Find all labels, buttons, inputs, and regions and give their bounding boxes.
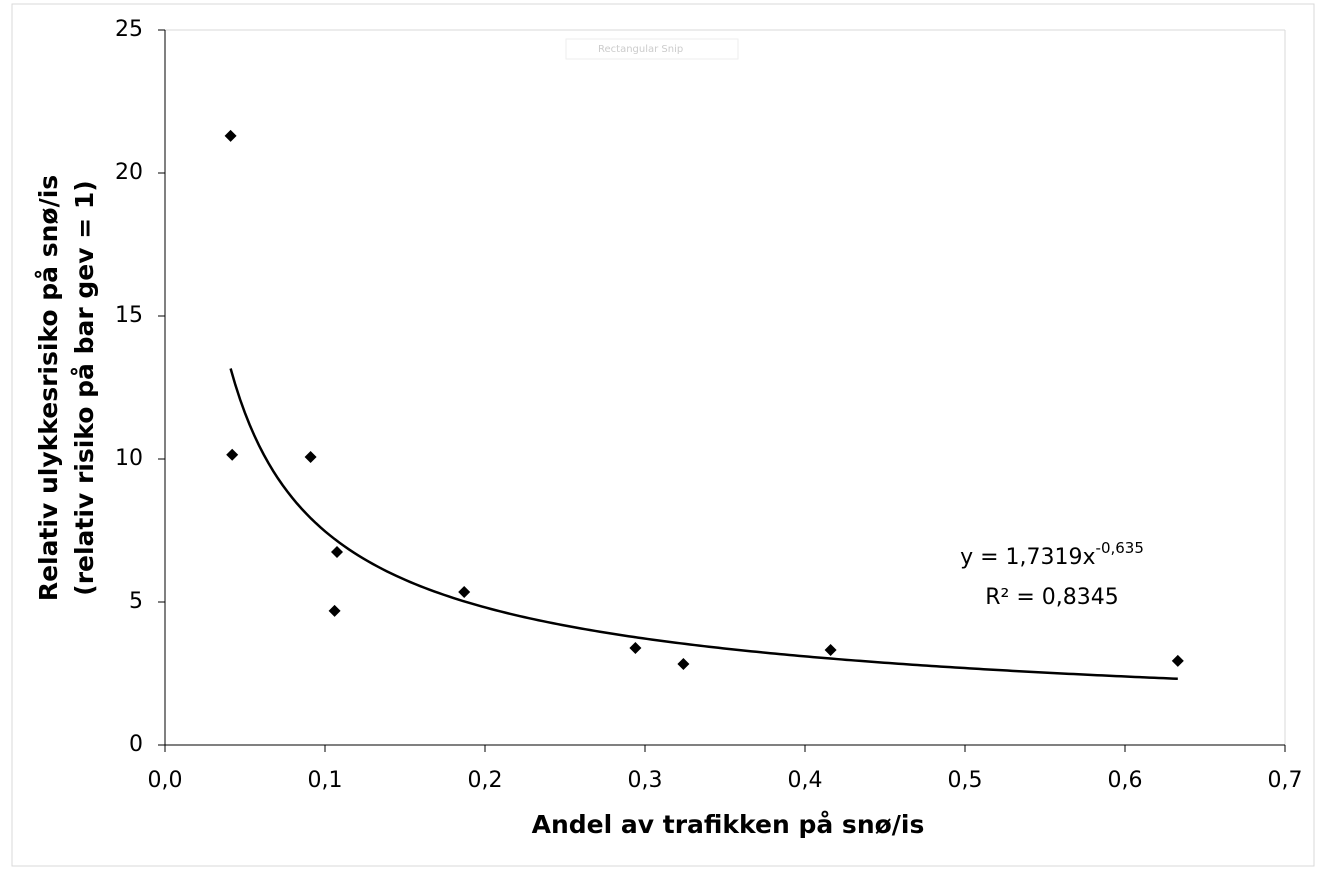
point: [304, 450, 317, 463]
y-tick-label: 10: [115, 446, 143, 471]
point: [824, 644, 837, 657]
x-axis-label: Andel av trafikken på snø/is: [532, 810, 925, 839]
y-axis-label: Relativ ulykkesrisiko på snø/is: [34, 175, 63, 601]
snip-overlay: [565, 38, 739, 60]
point: [629, 642, 642, 655]
y-axis-label: (relativ risiko på bar gev = 1): [70, 180, 99, 595]
point: [677, 658, 690, 671]
trendline: [229, 368, 1178, 681]
x-tick-label: 0,3: [628, 768, 663, 793]
x-tick-label: 0,6: [1108, 768, 1143, 793]
x-tick-label: 0,2: [468, 768, 503, 793]
trend-equation-base: y = 1,7319x: [960, 545, 1095, 570]
x-tick-label: 0,1: [308, 768, 343, 793]
trend-r2: R² = 0,8345: [985, 585, 1119, 610]
point: [331, 545, 343, 558]
point: [226, 448, 239, 461]
point: [224, 129, 237, 142]
x-tick-label: 0,7: [1268, 768, 1303, 793]
x-tick-label: 0,0: [148, 768, 183, 793]
x-tick-label: 0,5: [948, 768, 983, 793]
x-tick-label: 0,4: [788, 768, 823, 793]
y-tick-label: 15: [115, 303, 143, 328]
snip-text: Rectangular Snip: [598, 44, 683, 55]
y-tick-label: 5: [129, 589, 143, 614]
chart-frame: [11, 3, 1315, 867]
point: [328, 604, 341, 617]
y-tick-label: 25: [115, 17, 143, 42]
trend-equation: y = 1,7319x-0,635: [960, 539, 1144, 571]
y-tick-label: 0: [129, 732, 143, 757]
trend-equation-exponent: -0,635: [1096, 539, 1144, 557]
y-tick-label: 20: [115, 160, 143, 185]
point: [458, 585, 471, 598]
point: [1171, 654, 1184, 667]
